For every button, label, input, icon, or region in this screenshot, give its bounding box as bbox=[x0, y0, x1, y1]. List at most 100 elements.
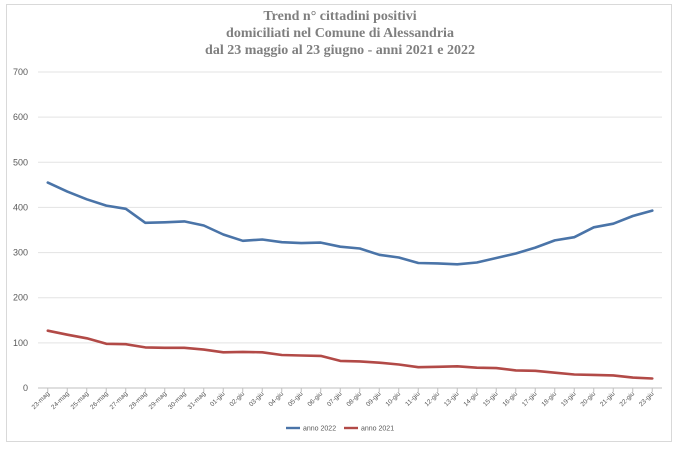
data-point bbox=[476, 261, 478, 264]
x-tick-label: 04-giu bbox=[267, 390, 285, 408]
data-point bbox=[203, 348, 205, 351]
x-tick-label: 08-giu bbox=[345, 390, 363, 408]
data-point bbox=[105, 204, 108, 207]
series-line bbox=[46, 329, 654, 380]
x-tick-label: 26-mag bbox=[89, 390, 110, 411]
data-point bbox=[612, 222, 615, 225]
chart-frame bbox=[6, 4, 672, 442]
data-point bbox=[398, 363, 400, 366]
data-point bbox=[183, 347, 186, 349]
data-point bbox=[495, 257, 498, 259]
data-point bbox=[203, 224, 205, 227]
data-point bbox=[47, 329, 49, 332]
data-point bbox=[183, 220, 186, 223]
x-tick-label: 29-mag bbox=[148, 390, 169, 411]
y-tick-label: 600 bbox=[13, 112, 28, 122]
data-point bbox=[573, 236, 576, 238]
y-tick-label: 300 bbox=[13, 248, 28, 258]
data-point bbox=[105, 343, 108, 345]
data-point bbox=[515, 369, 517, 372]
y-tick-label: 700 bbox=[13, 67, 28, 77]
x-tick-label: 18-giu bbox=[540, 390, 558, 408]
data-point bbox=[456, 263, 459, 266]
data-point bbox=[612, 374, 615, 377]
x-tick-label: 07-giu bbox=[326, 390, 344, 408]
x-tick-label: 21-giu bbox=[599, 390, 617, 408]
data-point bbox=[242, 240, 244, 242]
x-tick-label: 30-mag bbox=[167, 390, 188, 411]
y-axis-ticks: 0 100 200 300 400 500 600 700 bbox=[13, 67, 28, 393]
x-tick-label: 25-mag bbox=[70, 390, 91, 411]
data-point bbox=[476, 366, 478, 369]
data-point bbox=[651, 209, 654, 212]
data-point bbox=[378, 254, 381, 256]
data-point bbox=[86, 198, 88, 201]
gridlines bbox=[38, 71, 662, 344]
x-tick-label: 27-mag bbox=[109, 390, 130, 411]
data-point bbox=[437, 262, 439, 265]
x-tick-label: 14-giu bbox=[462, 390, 480, 408]
x-tick-label: 10-giu bbox=[384, 390, 402, 408]
data-point bbox=[86, 337, 88, 340]
data-point bbox=[339, 245, 342, 248]
data-point bbox=[651, 377, 654, 380]
legend-label: anno 2022 bbox=[303, 426, 336, 433]
data-point bbox=[47, 181, 49, 184]
x-tick-label: 16-giu bbox=[501, 390, 519, 408]
data-point bbox=[554, 239, 556, 242]
data-point bbox=[456, 365, 459, 368]
data-point bbox=[417, 366, 420, 369]
data-point bbox=[66, 333, 69, 336]
data-point bbox=[495, 367, 498, 369]
legend: anno 2022 anno 2021 bbox=[286, 426, 394, 433]
data-point bbox=[632, 376, 634, 379]
data-point bbox=[554, 371, 556, 374]
data-point bbox=[281, 354, 283, 356]
data-point bbox=[632, 215, 634, 217]
data-point bbox=[378, 361, 381, 364]
data-point bbox=[144, 346, 147, 349]
x-tick-label: 22-giu bbox=[618, 390, 636, 408]
x-axis: 23-mag24-mag25-mag26-mag27-mag28-mag29-m… bbox=[31, 387, 662, 411]
data-point bbox=[320, 241, 322, 244]
data-point bbox=[359, 247, 361, 250]
y-tick-label: 100 bbox=[13, 338, 28, 348]
data-point bbox=[300, 242, 303, 244]
data-point bbox=[573, 373, 576, 376]
data-point bbox=[320, 355, 322, 357]
data-point bbox=[515, 252, 517, 255]
y-tick-label: 0 bbox=[23, 383, 28, 393]
data-point bbox=[242, 351, 244, 353]
series-line bbox=[46, 181, 654, 266]
x-tick-label: 23-giu bbox=[638, 390, 656, 408]
data-point bbox=[66, 190, 69, 193]
x-tick-label: 05-giu bbox=[287, 390, 305, 408]
data-point bbox=[125, 208, 127, 210]
data-point bbox=[300, 354, 303, 357]
x-tick-label: 23-mag bbox=[31, 390, 52, 411]
chart-title-line-2: domiciliati nel Comune di Alessandria bbox=[226, 26, 454, 41]
x-tick-label: 31-mag bbox=[187, 390, 208, 411]
x-tick-label: 24-mag bbox=[50, 390, 71, 411]
data-point bbox=[125, 343, 127, 346]
x-tick-label: 01-giu bbox=[209, 390, 227, 408]
data-point bbox=[534, 370, 537, 372]
data-point bbox=[417, 262, 420, 264]
x-tick-label: 15-giu bbox=[482, 390, 500, 408]
data-point bbox=[339, 360, 342, 362]
x-tick-label: 02-giu bbox=[228, 390, 246, 408]
x-tick-label: 20-giu bbox=[579, 390, 597, 408]
data-point bbox=[261, 238, 264, 241]
x-tick-label: 09-giu bbox=[365, 390, 383, 408]
data-point bbox=[437, 366, 439, 368]
chart-title-line-3: dal 23 maggio al 23 giugno - anni 2021 e… bbox=[205, 43, 475, 58]
data-point bbox=[359, 360, 361, 363]
x-tick-label: 11-giu bbox=[404, 390, 422, 408]
y-tick-label: 400 bbox=[13, 202, 28, 212]
data-point bbox=[222, 351, 225, 354]
data-point bbox=[144, 222, 147, 224]
x-tick-label: 19-giu bbox=[560, 390, 578, 408]
x-tick-label: 03-giu bbox=[248, 390, 266, 408]
chart-title-line-1: Trend n° cittadini positivi bbox=[263, 9, 417, 24]
data-point bbox=[281, 241, 283, 243]
